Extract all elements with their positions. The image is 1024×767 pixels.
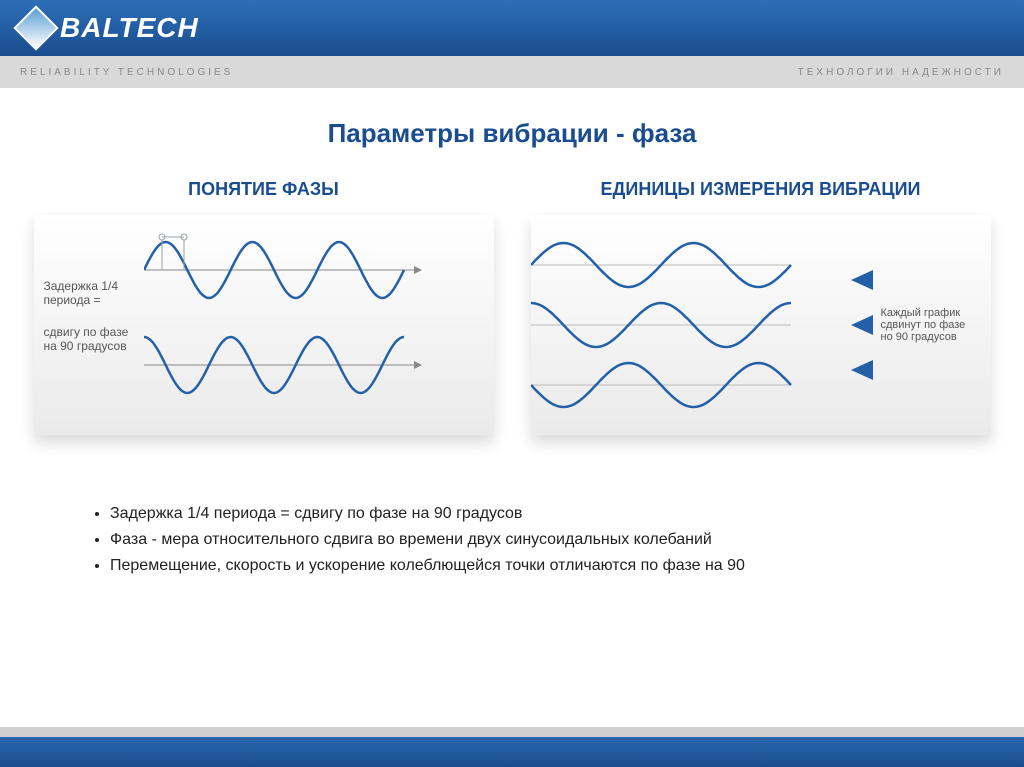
right-arrows <box>851 270 873 380</box>
slide-header: BALTECH RELIABILITY TECHNOLOGIES ТЕХНОЛО… <box>0 0 1024 88</box>
header-tagline-bar: RELIABILITY TECHNOLOGIES ТЕХНОЛОГИИ НАДЕ… <box>0 56 1024 88</box>
logo-icon <box>13 5 58 50</box>
right-chart <box>531 215 851 435</box>
footer-gray-bar <box>0 727 1024 737</box>
right-panel-label: Каждый график сдвинут по фазе но 90 град… <box>881 307 991 343</box>
left-panel-labels: Задержка 1/4 периода = сдвигу по фазе на… <box>34 279 144 371</box>
header-main: BALTECH <box>0 0 1024 56</box>
right-panel-body: Каждый график сдвинут по фазе но 90 град… <box>531 215 991 435</box>
brand-text: BALTECH <box>60 12 199 44</box>
right-wave-svg <box>531 215 811 425</box>
bullet-item: Перемещение, скорость и ускорение колебл… <box>110 557 934 575</box>
panels-row: ПОНЯТИЕ ФАЗЫ Задержка 1/4 периода = сдви… <box>0 179 1024 435</box>
tagline-left: RELIABILITY TECHNOLOGIES <box>20 67 233 78</box>
bullet-list: Задержка 1/4 периода = сдвигу по фазе на… <box>90 505 934 575</box>
left-panel-title: ПОНЯТИЕ ФАЗЫ <box>34 179 494 200</box>
left-label-2: сдвигу по фазе на 90 градусов <box>44 325 144 353</box>
slide-title: Параметры вибрации - фаза <box>0 118 1024 149</box>
right-panel-title: ЕДИНИЦЫ ИЗМЕРЕНИЯ ВИБРАЦИИ <box>531 179 991 200</box>
left-chart <box>144 215 494 435</box>
left-panel-body: Задержка 1/4 периода = сдвигу по фазе на… <box>34 215 494 435</box>
arrow-icon <box>851 270 873 290</box>
slide-footer <box>0 727 1024 767</box>
tagline-right: ТЕХНОЛОГИИ НАДЕЖНОСТИ <box>798 67 1004 78</box>
arrow-icon <box>851 315 873 335</box>
left-wave-svg <box>144 215 424 425</box>
right-panel: ЕДИНИЦЫ ИЗМЕРЕНИЯ ВИБРАЦИИ Каждый график… <box>531 179 991 435</box>
arrow-icon <box>851 360 873 380</box>
left-label-1: Задержка 1/4 периода = <box>44 279 144 307</box>
bullet-item: Фаза - мера относительного сдвига во вре… <box>110 531 934 549</box>
left-panel: ПОНЯТИЕ ФАЗЫ Задержка 1/4 периода = сдви… <box>34 179 494 435</box>
bullet-item: Задержка 1/4 периода = сдвигу по фазе на… <box>110 505 934 523</box>
brand-logo: BALTECH <box>20 12 199 44</box>
